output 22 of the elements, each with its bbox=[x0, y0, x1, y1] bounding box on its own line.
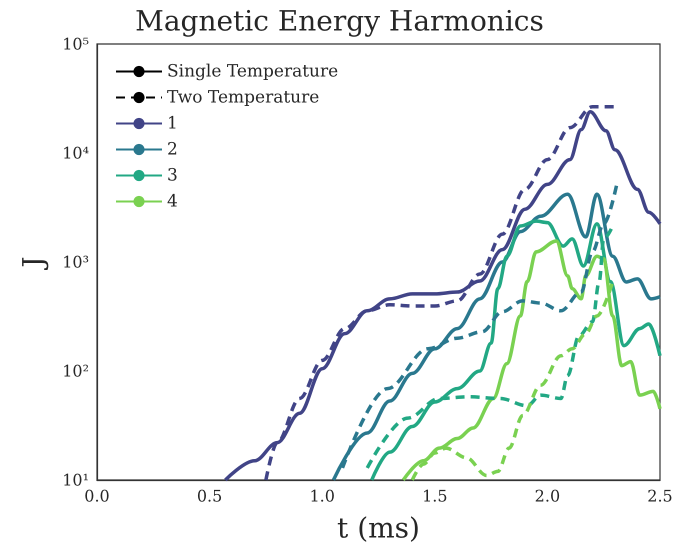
legend-label: Single Temperature bbox=[167, 62, 338, 82]
legend-label: 2 bbox=[167, 140, 178, 160]
chart-title: Magnetic Energy Harmonics bbox=[135, 4, 544, 38]
x-tick-label: 2.0 bbox=[534, 486, 560, 506]
x-tick-label: 1.5 bbox=[422, 486, 448, 506]
legend-label: 3 bbox=[167, 166, 178, 186]
legend-label: 4 bbox=[167, 192, 178, 212]
x-tick-label: 2.5 bbox=[647, 486, 673, 506]
x-tick-label: 0.0 bbox=[84, 486, 110, 506]
y-tick-label: 10⁴ bbox=[62, 144, 89, 162]
y-tick-label: 10⁵ bbox=[62, 34, 89, 54]
y-tick-label: 10² bbox=[62, 362, 89, 380]
y-axis-title: J bbox=[16, 256, 50, 271]
line-series bbox=[370, 219, 662, 482]
legend-label: Two Temperature bbox=[167, 88, 320, 108]
y-tick-label: 10³ bbox=[62, 252, 89, 272]
line-series bbox=[402, 239, 662, 482]
x-axis-title: t (ms) bbox=[337, 512, 420, 544]
legend-label: 1 bbox=[167, 114, 178, 134]
y-tick-label: 10¹ bbox=[62, 470, 89, 490]
x-tick-label: 1.0 bbox=[309, 486, 335, 506]
x-tick-label: 0.5 bbox=[196, 486, 222, 506]
